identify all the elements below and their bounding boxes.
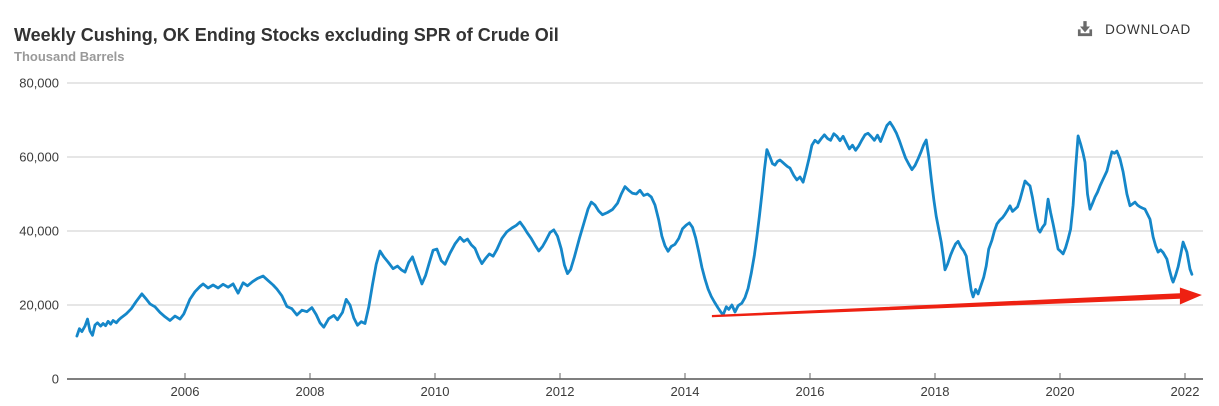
download-icon <box>1075 19 1095 39</box>
x-tick-label: 2016 <box>796 384 825 399</box>
y-tick-label: 40,000 <box>19 224 59 239</box>
download-button[interactable]: DOWNLOAD <box>1073 17 1193 41</box>
x-tick-label: 2022 <box>1171 384 1200 399</box>
data-line <box>75 120 1194 338</box>
chart-canvas: 0 20,000 40,000 60,000 80,000 2006 2008 2010 201… <box>19 76 1203 399</box>
y-tick-label: 20,000 <box>19 298 59 313</box>
chart-title: Weekly Cushing, OK Ending Stocks excludi… <box>14 25 559 46</box>
trend-arrow-annotation <box>711 287 1202 318</box>
y-tick-label: 0 <box>52 372 59 387</box>
x-tick-label: 2010 <box>421 384 450 399</box>
x-tick-label: 2018 <box>921 384 950 399</box>
x-tick-label: 2008 <box>296 384 325 399</box>
y-tick-label: 80,000 <box>19 76 59 91</box>
y-tick-label: 60,000 <box>19 150 59 165</box>
x-tick-label: 2014 <box>671 384 700 399</box>
x-tick-label: 2020 <box>1046 384 1075 399</box>
x-tick-label: 2006 <box>171 384 200 399</box>
download-button-label: DOWNLOAD <box>1105 21 1191 37</box>
y-axis-unit-label: Thousand Barrels <box>14 49 125 64</box>
x-tick-label: 2012 <box>546 384 575 399</box>
